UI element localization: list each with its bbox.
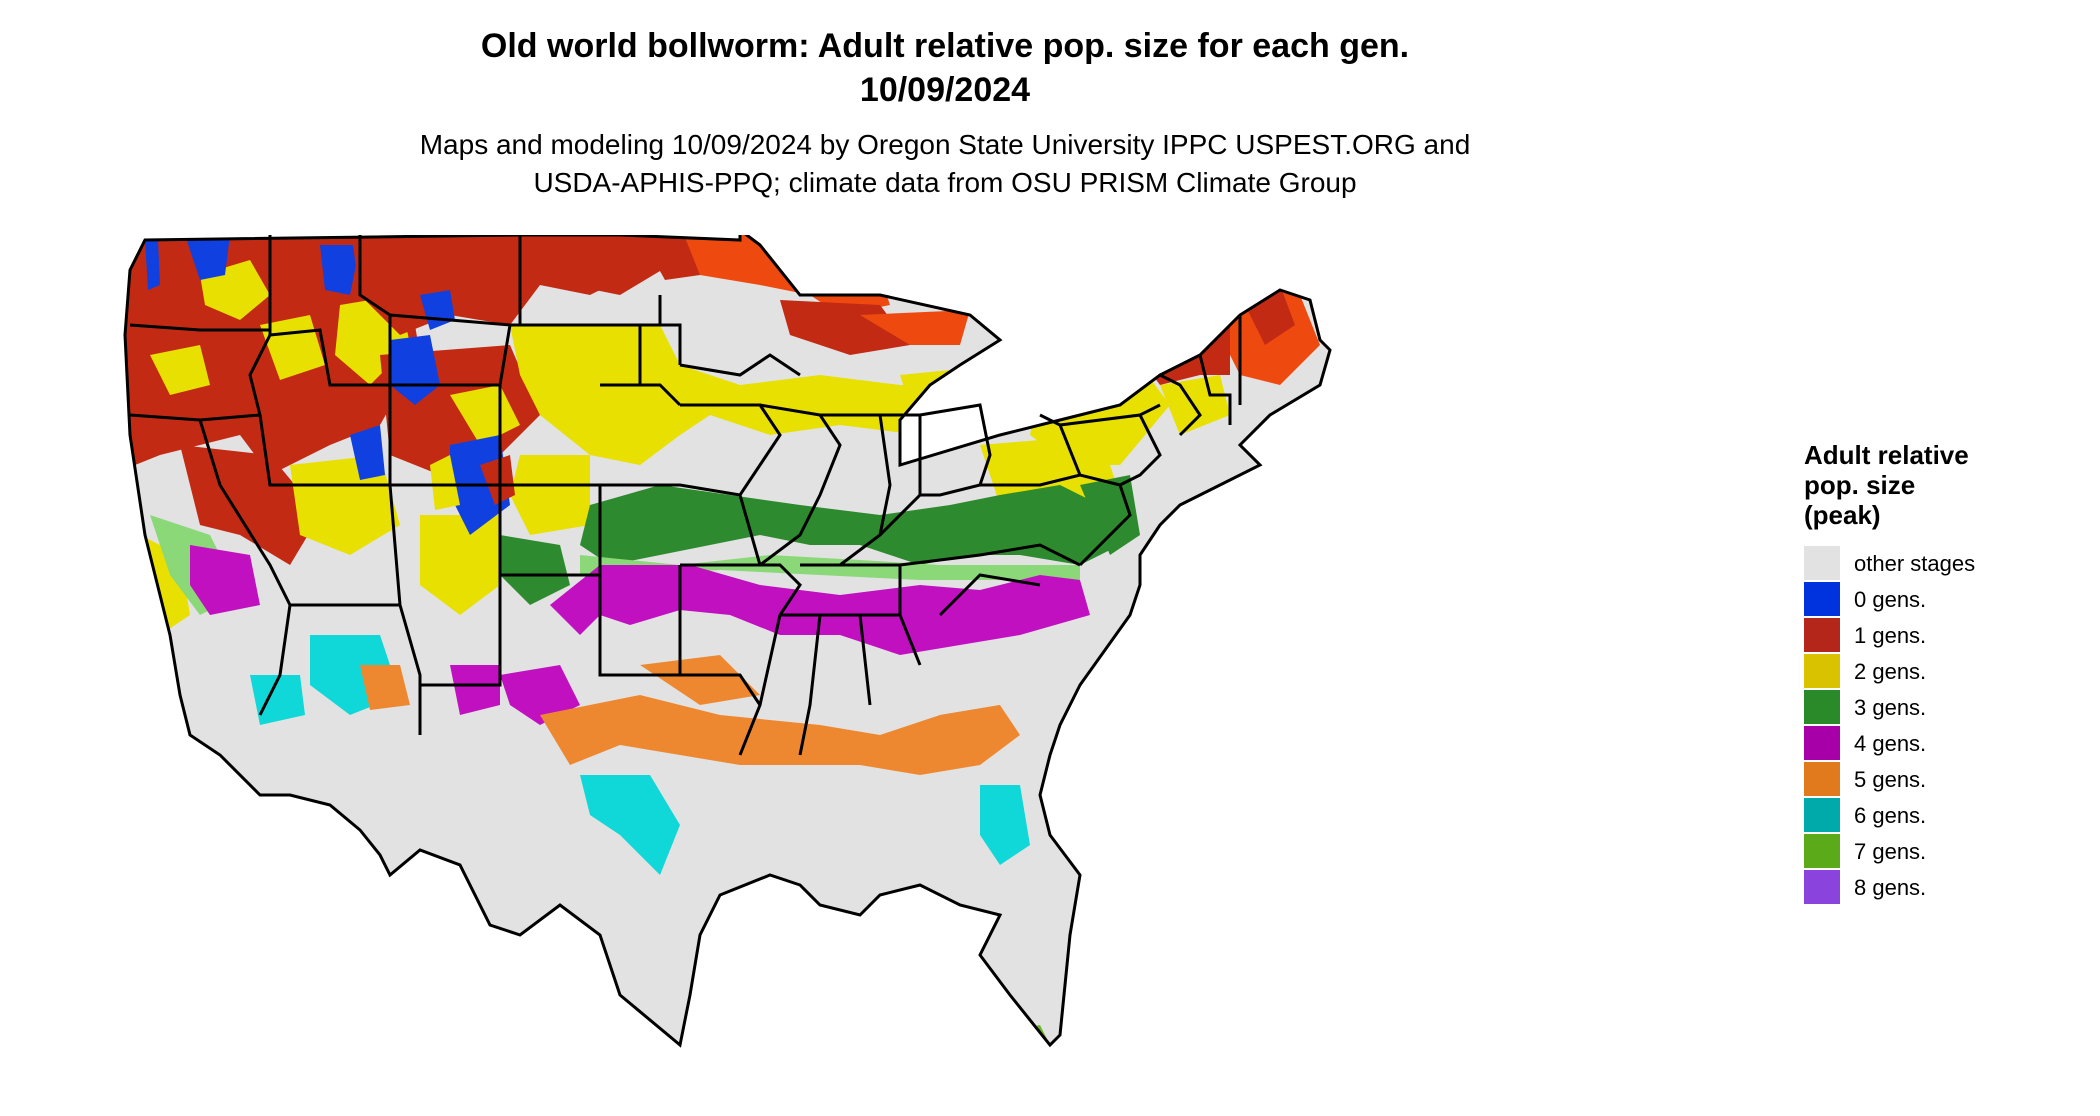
legend-label: 5 gens. (1854, 767, 1927, 792)
legend-item-4-gens: 4 gens. (1804, 726, 2074, 762)
map-subtitle-line2: USDA-APHIS-PPQ; climate data from OSU PR… (533, 167, 1357, 198)
map-subtitle-line1: Maps and modeling 10/09/2024 by Oregon S… (419, 129, 1471, 160)
legend-label: 3 gens. (1854, 695, 1927, 720)
legend-item-6-gens: 6 gens. (1804, 798, 2074, 834)
state-boundaries (123, 235, 1332, 1048)
legend-label: 7 gens. (1854, 839, 1927, 864)
legend-item-3-gens: 3 gens. (1804, 690, 2074, 726)
legend-item-2-gens: 2 gens. (1804, 654, 2074, 690)
legend-swatch (1804, 762, 1840, 796)
us-map (120, 235, 1780, 1115)
legend-swatch (1804, 654, 1840, 688)
legend-swatch (1804, 690, 1840, 724)
map-title-date: 10/09/2024 (859, 71, 1031, 109)
legend-item-1-gens: 1 gens. (1804, 618, 2074, 654)
legend-item-7-gens: 7 gens. (1804, 834, 2074, 870)
legend-label: 1 gens. (1854, 623, 1927, 648)
us-map-svg (123, 235, 1332, 1048)
legend-item-8-gens: 8 gens. (1804, 870, 2074, 906)
legend-label: 4 gens. (1854, 731, 1927, 756)
legend-label: other stages (1854, 551, 1976, 576)
legend-item-5-gens: 5 gens. (1804, 762, 2074, 798)
population-raster (125, 235, 1330, 1045)
legend-label: 8 gens. (1854, 875, 1927, 900)
legend-title-line3: (peak) (1804, 500, 1881, 530)
legend-swatch (1804, 546, 1840, 580)
legend-swatch (1804, 870, 1840, 904)
legend-label: 2 gens. (1854, 659, 1927, 684)
legend-title-line1: Adult relative (1804, 440, 1969, 470)
legend-swatch (1804, 726, 1840, 760)
legend-title-line2: pop. size (1804, 470, 1916, 500)
legend-item-other-stages: other stages (1804, 546, 2074, 582)
legend-swatch (1804, 834, 1840, 868)
map-title-line1: Old world bollworm: Adult relative pop. … (480, 27, 1410, 65)
legend-title: Adult relative pop. size (peak) (1804, 440, 2074, 530)
map-legend: Adult relative pop. size (peak) other st… (1804, 440, 2074, 906)
legend-item-0-gens: 0 gens. (1804, 582, 2074, 618)
legend-label: 6 gens. (1854, 803, 1927, 828)
legend-label: 0 gens. (1854, 587, 1927, 612)
legend-swatch (1804, 618, 1840, 652)
legend-swatch (1804, 798, 1840, 832)
legend-swatch (1804, 582, 1840, 616)
